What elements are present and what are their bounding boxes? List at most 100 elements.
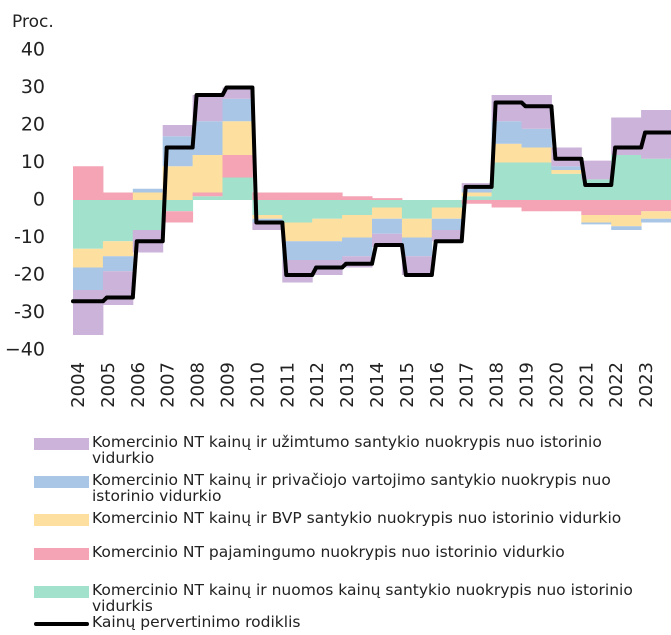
legend-item: Komercinio NT kainų ir BVP santykio nuok… [34,510,664,526]
x-tick-label: 2020 [546,362,567,408]
area-segment [431,218,463,230]
legend-swatch [34,514,89,526]
area-segment [641,211,671,219]
area-segment [102,271,134,305]
area-segment [73,267,104,290]
x-tick-label: 2005 [98,362,119,408]
area-segment [521,162,552,200]
x-tick-label: 2012 [307,362,328,408]
y-tick-label: 10 [21,151,45,173]
area-segment [312,200,343,219]
x-tick-label: 2013 [337,362,358,408]
area-segment [252,222,283,230]
area-segment [641,158,671,200]
area-segment [73,290,104,335]
area-segment [461,188,493,193]
area-segment [521,95,552,129]
x-tick-label: 2009 [218,362,239,408]
area-segment [401,218,433,238]
line-connector [639,131,648,149]
legend-swatch [34,586,89,598]
area-segment [431,200,463,208]
legend-swatch [34,438,89,450]
area-segment [611,226,642,230]
x-tick-label: 2016 [427,362,448,408]
line-connector [609,147,618,186]
area-segment [491,162,522,200]
area-segment [102,241,134,257]
area-segment [551,166,582,170]
area-segment [222,87,253,99]
area-segment [461,196,493,200]
area-segment [342,196,373,200]
y-tick-label: 30 [21,76,45,98]
area-segment [192,196,223,200]
area-segment [312,218,343,242]
area-segment [372,200,403,208]
area-segment [581,222,612,225]
x-tick-label: 2015 [397,362,418,408]
area-segment [401,256,433,275]
area-segment [521,200,552,212]
legend-label: Kainų pervertinimo rodiklis [92,613,301,631]
area-segment [551,170,582,174]
area-segment [282,200,313,223]
x-tick-label: 2014 [367,362,388,408]
area-segment [342,215,373,238]
area-segment [431,230,463,242]
line-connector [489,102,498,187]
y-tick-label: 20 [21,114,45,136]
line-connector [399,244,408,276]
area-segment [611,155,642,200]
x-tick-label: 2017 [457,362,478,408]
area-segment [252,192,283,200]
x-tick-label: 2010 [247,362,268,408]
area-segment [102,256,134,272]
area-segment [431,207,463,219]
line-connector [429,241,438,276]
line-connector [130,241,139,298]
line-connector [190,94,199,148]
y-tick-label: -20 [14,264,45,286]
x-tick-label: 2007 [158,362,179,408]
x-tick-label: 2022 [606,362,627,408]
area-segment [102,192,134,200]
area-segment [401,237,433,257]
line-connector [280,222,289,276]
area-segment [581,215,612,223]
x-tick-label: 2008 [188,362,209,408]
area-segment [73,166,104,200]
area-segment [372,207,403,219]
area-segment [581,160,612,180]
legend-label: Komercinio NT kainų ir BVP santykio nuok… [92,509,622,527]
area-segment [132,200,164,230]
area-segment [132,192,164,200]
area-segment [222,177,253,200]
area-segment [192,192,223,197]
area-segment [73,248,104,268]
line-connector [459,186,468,242]
area-segment [641,218,671,223]
y-tick-label: 40 [21,39,45,61]
area-segment [73,200,104,249]
area-segment [282,222,313,242]
legend-swatch [34,548,89,560]
area-segment [581,200,612,215]
y-tick-label: -10 [14,226,45,248]
area-segment [192,155,223,193]
area-segment [342,237,373,257]
area-segment [282,192,313,200]
legend-item: Komercinio NT kainų ir užimtumo santykio… [34,434,664,466]
area-segment [312,241,343,260]
area-segment [312,192,343,200]
legend-item: Kainų pervertinimo rodiklis [34,614,664,630]
area-segment [162,200,194,212]
area-segment [491,121,522,144]
legend-label: Komercinio NT kainų ir užimtumo santykio… [92,433,602,467]
area-segment [222,121,253,155]
x-tick-label: 2011 [277,362,298,408]
legend-item: Komercinio NT kainų ir nuomos kainų sant… [34,582,664,614]
area-segment [461,200,493,204]
